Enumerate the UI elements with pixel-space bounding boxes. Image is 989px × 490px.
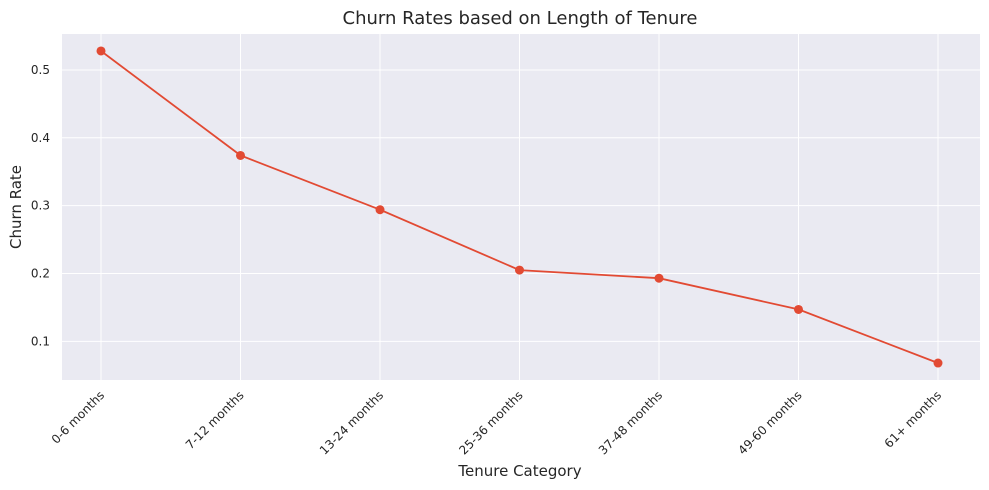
x-tick-labels: 0-6 months 7-12 months 13-24 months 25-36 m… <box>49 388 944 457</box>
x-tick-label: 0-6 months <box>49 388 107 446</box>
chart-title: Churn Rates based on Length of Tenure <box>343 8 698 29</box>
data-point <box>654 273 664 283</box>
data-point <box>236 150 245 160</box>
data-point <box>515 265 524 275</box>
x-tick-label: 7-12 months <box>183 388 247 452</box>
x-tick-label: 49-60 months <box>735 388 804 457</box>
plot-background <box>62 34 980 380</box>
y-tick-label: 0.2 <box>31 266 50 280</box>
y-axis-label: Churn Rate <box>7 165 25 249</box>
x-axis-label: Tenure Category <box>457 462 581 480</box>
data-points <box>96 46 943 368</box>
x-tick-label: 61+ months <box>882 388 944 450</box>
y-tick-label: 0.3 <box>31 199 50 213</box>
x-tick-label: 25-36 months <box>456 388 525 457</box>
data-point <box>933 358 943 368</box>
data-point <box>375 205 385 215</box>
x-tick-label: 37-48 months <box>596 388 665 457</box>
data-point <box>794 304 803 314</box>
y-tick-label: 0.5 <box>31 63 50 77</box>
y-tick-labels: 0.1 0.2 0.3 0.4 0.5 <box>31 63 50 348</box>
x-tick-label: 13-24 months <box>317 388 386 457</box>
data-point <box>96 46 106 56</box>
y-tick-label: 0.4 <box>31 131 50 145</box>
y-tick-label: 0.1 <box>31 334 50 348</box>
